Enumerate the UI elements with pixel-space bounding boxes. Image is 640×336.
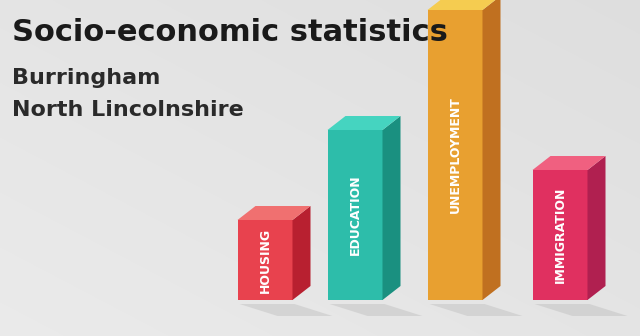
Polygon shape — [237, 206, 310, 220]
Text: Burringham: Burringham — [12, 68, 161, 88]
Polygon shape — [429, 304, 522, 316]
Polygon shape — [428, 0, 500, 10]
Text: EDUCATION: EDUCATION — [349, 175, 362, 255]
Polygon shape — [328, 116, 401, 130]
Polygon shape — [330, 304, 422, 316]
Polygon shape — [588, 156, 605, 300]
Polygon shape — [292, 206, 310, 300]
Polygon shape — [328, 130, 383, 300]
Polygon shape — [532, 156, 605, 170]
Text: North Lincolnshire: North Lincolnshire — [12, 100, 244, 120]
Polygon shape — [237, 220, 292, 300]
Polygon shape — [239, 304, 333, 316]
Text: Socio-economic statistics: Socio-economic statistics — [12, 18, 448, 47]
Text: UNEMPLOYMENT: UNEMPLOYMENT — [449, 96, 461, 213]
Polygon shape — [428, 10, 483, 300]
Text: HOUSING: HOUSING — [259, 227, 271, 293]
Text: IMMIGRATION: IMMIGRATION — [554, 187, 566, 283]
Polygon shape — [534, 304, 627, 316]
Polygon shape — [483, 0, 500, 300]
Polygon shape — [532, 170, 588, 300]
Polygon shape — [383, 116, 401, 300]
